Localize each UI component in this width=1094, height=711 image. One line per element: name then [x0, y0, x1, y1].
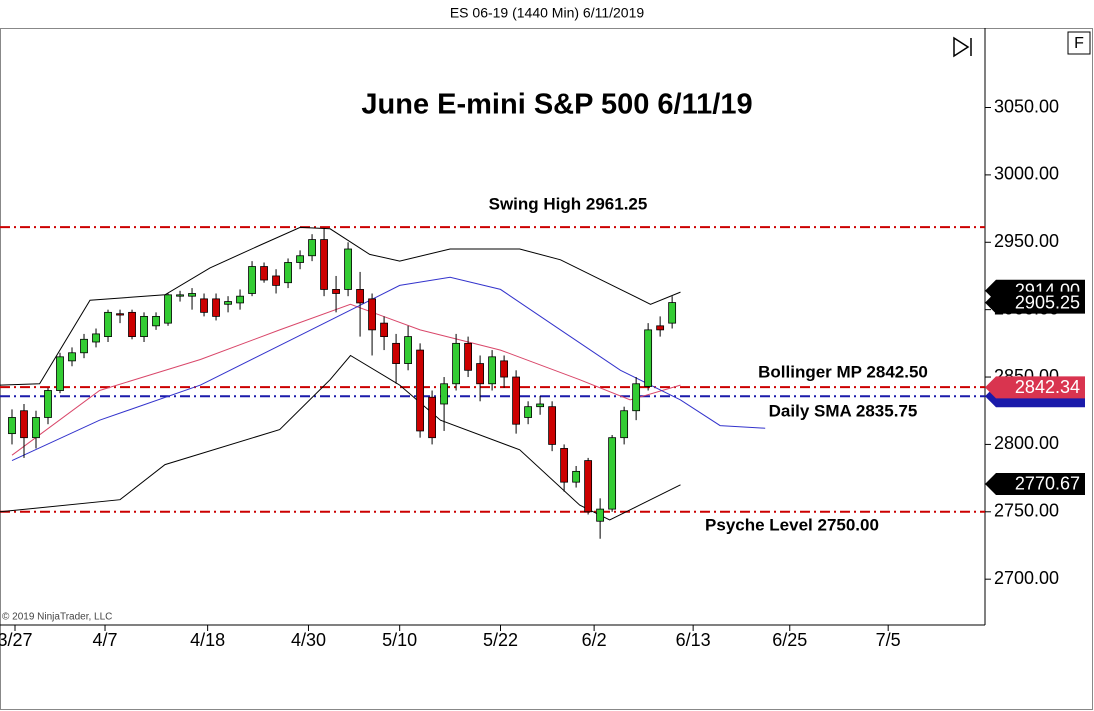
candle-body	[32, 417, 40, 439]
candle-body	[80, 338, 88, 354]
candle-body	[104, 311, 112, 338]
candle-body	[560, 448, 569, 483]
candle-body	[584, 460, 593, 513]
window-header: ES 06-19 (1440 Min) 6/11/2019	[450, 5, 645, 21]
candle-body	[164, 294, 172, 324]
play-arrow[interactable]	[953, 36, 970, 58]
candle-body	[620, 410, 629, 439]
candle-body	[284, 262, 292, 284]
candle-body	[128, 311, 136, 338]
x-tick-label: 6/2	[582, 630, 607, 650]
candle-body	[464, 342, 472, 371]
candle-body	[416, 349, 424, 432]
y-tick-label: 2950.00	[994, 231, 1059, 251]
price-badge-label: 2770.67	[1015, 474, 1080, 494]
candle-body	[140, 315, 148, 338]
candle-body	[344, 248, 352, 290]
frame	[0, 28, 1093, 710]
y-tick-label: 2700.00	[994, 568, 1059, 588]
candle-body	[308, 239, 316, 257]
chart-title: June E-mini S&P 500 6/11/19	[361, 89, 752, 121]
candle-body	[656, 325, 665, 331]
indicator-line	[0, 354, 681, 521]
candle-body	[200, 298, 208, 313]
candle-body	[332, 289, 340, 294]
candle-body	[596, 508, 605, 522]
candle-body	[440, 383, 448, 405]
candle-body	[272, 275, 280, 286]
candle-body	[356, 289, 364, 304]
candle-body	[512, 376, 521, 425]
x-tick-label: 4/7	[93, 630, 118, 650]
candle-body	[380, 322, 388, 338]
candle-body	[116, 313, 124, 316]
candle-body	[548, 406, 557, 445]
candle-body	[188, 293, 196, 297]
price-badge-label: 2842.34	[1015, 377, 1080, 397]
indicator-line	[0, 226, 681, 386]
candle-body	[92, 333, 100, 343]
candle-body	[20, 410, 28, 439]
candle-body	[224, 301, 232, 305]
candle-body	[236, 295, 244, 304]
candle-body	[500, 360, 509, 378]
candle-body	[488, 356, 497, 385]
x-tick-label: 5/22	[483, 630, 518, 650]
candle-body	[452, 342, 460, 385]
candle-body	[404, 336, 412, 364]
copyright: © 2019 NinjaTrader, LLC	[2, 612, 112, 623]
level-label: Daily SMA 2835.75	[769, 402, 918, 421]
f-button[interactable]	[1067, 31, 1091, 55]
f-button-label[interactable]: F	[1074, 35, 1084, 52]
x-tick-label: 4/18	[190, 630, 225, 650]
candle-body	[260, 266, 268, 281]
x-tick-label: 5/10	[382, 630, 417, 650]
candle-body	[44, 390, 52, 418]
candle-body	[476, 363, 484, 385]
price-badge	[985, 472, 1085, 495]
candle-body	[212, 298, 220, 317]
candle-body	[296, 255, 304, 263]
candle-body	[152, 315, 160, 327]
candle-body	[368, 298, 376, 331]
x-tick-label: 6/25	[772, 630, 807, 650]
indicator-line	[11, 276, 766, 462]
y-tick-label: 2800.00	[994, 433, 1059, 453]
candle-body	[428, 396, 436, 439]
candle-body	[248, 266, 256, 294]
play-icon[interactable]	[953, 36, 972, 58]
y-tick-label: 2750.00	[994, 501, 1059, 521]
price-badge-label: 2905.25	[1015, 292, 1080, 312]
candle-body	[392, 342, 400, 364]
x-tick-label: 7/5	[876, 630, 901, 650]
level-label: Bollinger MP 2842.50	[758, 363, 928, 382]
x-tick-label: 4/30	[291, 630, 326, 650]
x-tick-label: 6/13	[676, 630, 711, 650]
y-tick-label: 3000.00	[994, 164, 1059, 184]
level-label: Swing High 2961.25	[489, 195, 648, 214]
candle-body	[632, 383, 641, 412]
candle-body	[644, 329, 653, 387]
candle-body	[8, 417, 16, 435]
price-badge	[985, 291, 1085, 314]
candle-body	[68, 352, 76, 362]
price-badge	[985, 376, 1085, 399]
candle-body	[536, 403, 545, 408]
candle-body	[668, 302, 677, 324]
candle-body	[56, 356, 64, 391]
candle-body	[176, 294, 184, 297]
y-tick-label: 3050.00	[994, 96, 1059, 116]
level-label: Psyche Level 2750.00	[705, 515, 879, 534]
plot-area	[0, 226, 985, 539]
candle-body	[524, 406, 533, 418]
candle-body	[320, 239, 328, 290]
candle-body	[572, 470, 581, 483]
candle-body	[608, 437, 617, 510]
x-tick-label: 3/27	[0, 630, 33, 650]
indicator-line	[11, 303, 681, 456]
